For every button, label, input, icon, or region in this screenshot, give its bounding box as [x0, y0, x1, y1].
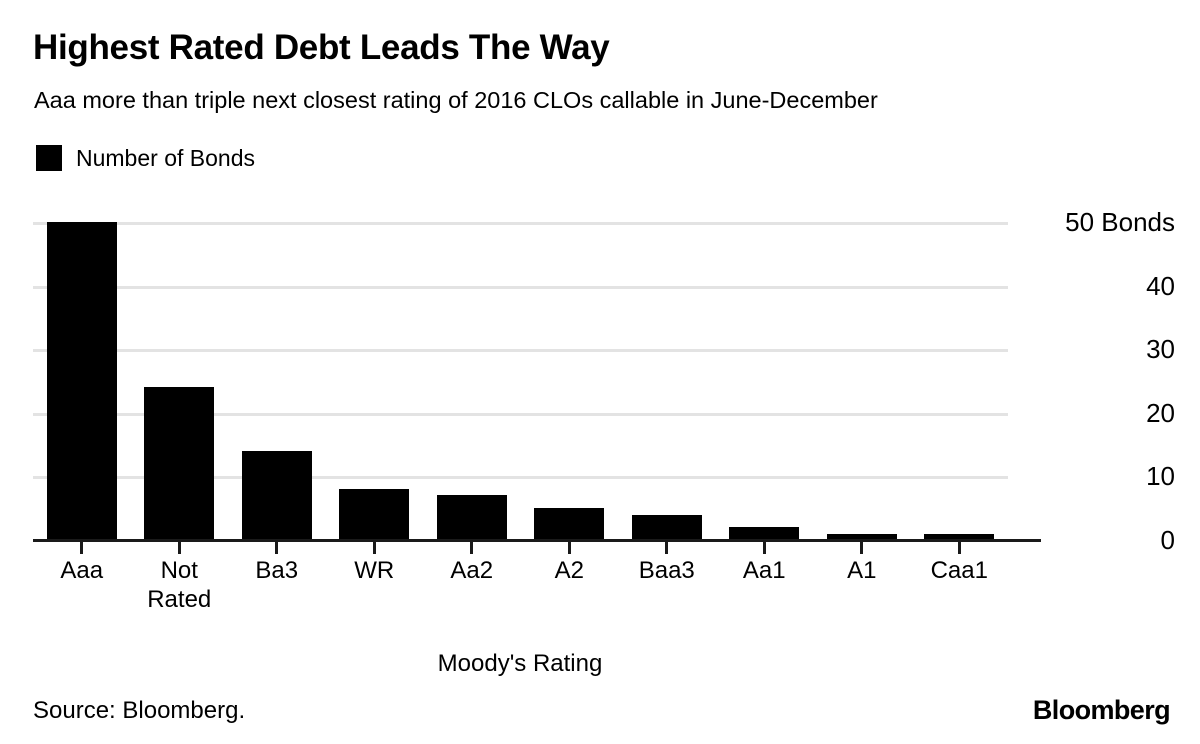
- bar-slot: [228, 222, 326, 540]
- bar-slot: [33, 222, 131, 540]
- y-axis-label-20: 20: [1146, 397, 1175, 428]
- gridline-10: [33, 476, 1008, 480]
- bar-slot: [326, 222, 424, 540]
- bar-slot: [521, 222, 619, 540]
- bar-aa2[interactable]: [436, 495, 507, 540]
- x-axis-label-aa2: Aa2: [423, 556, 521, 614]
- bar-caa1[interactable]: [924, 533, 995, 540]
- x-axis-tick: [665, 542, 669, 554]
- page-title: Highest Rated Debt Leads The Way: [33, 28, 610, 67]
- tick-slot: [521, 542, 619, 554]
- bar-slot: [716, 222, 814, 540]
- x-axis-label-line: Caa1: [930, 557, 988, 584]
- bar-slot: [131, 222, 229, 540]
- x-axis-label-ba3: Ba3: [228, 556, 326, 614]
- bar-slot: [813, 222, 911, 540]
- plot-area: [33, 222, 1008, 540]
- bar-series: [33, 222, 1008, 540]
- x-axis-label-line: WR: [354, 557, 395, 584]
- bar-wr[interactable]: [339, 489, 410, 540]
- x-axis-label-not-rated: Not Rated: [131, 556, 229, 614]
- x-axis-tick: [957, 542, 961, 554]
- x-axis-tick: [177, 542, 181, 554]
- x-axis-label-line: Aa2: [450, 557, 494, 584]
- x-axis-label-a2: A2: [521, 556, 619, 614]
- legend-label-number-of-bonds: Number of Bonds: [76, 145, 255, 171]
- bar-slot: [911, 222, 1009, 540]
- x-axis-tick: [470, 542, 474, 554]
- x-axis-label-wr: WR: [326, 556, 424, 614]
- tick-slot: [326, 542, 424, 554]
- y-axis-label-40: 40: [1146, 270, 1175, 301]
- x-axis-tick: [80, 542, 84, 554]
- x-axis-label-aaa: Aaa: [33, 556, 131, 614]
- tick-slot: [716, 542, 814, 554]
- x-axis-tick: [567, 542, 571, 554]
- y-axis-label-50: 50 Bonds: [1065, 207, 1175, 237]
- bloomberg-logo: Bloomberg: [1032, 695, 1171, 725]
- tick-slot: [131, 542, 229, 554]
- source-note: Source: Bloomberg.: [33, 697, 246, 724]
- page-subtitle: Aaa more than triple next closest rating…: [34, 87, 878, 113]
- x-axis-tick: [275, 542, 279, 554]
- bar-slot: [618, 222, 716, 540]
- tick-slot: [618, 542, 716, 554]
- x-axis-tick: [762, 542, 766, 554]
- bar-aaa[interactable]: [46, 222, 117, 540]
- x-axis-title: Moody's Rating: [437, 650, 603, 677]
- gridline-40: [33, 285, 1008, 289]
- x-axis-label-line: Not: [160, 557, 198, 584]
- bar-not-rated[interactable]: [144, 387, 215, 540]
- y-axis-label-30: 30: [1146, 334, 1175, 365]
- bar-a2[interactable]: [534, 508, 605, 540]
- chart-legend: Number of Bonds: [36, 145, 255, 171]
- tick-slot: [813, 542, 911, 554]
- x-axis-label-line: Aaa: [60, 557, 104, 584]
- y-axis-label-10: 10: [1146, 461, 1175, 492]
- bar-slot: [423, 222, 521, 540]
- x-axis-line: [33, 539, 1041, 542]
- x-axis-label-line: Rated: [147, 586, 212, 613]
- tick-slot: [423, 542, 521, 554]
- x-axis-label-line: Baa3: [638, 557, 695, 584]
- gridlines: [33, 222, 1008, 540]
- tick-slot: [33, 542, 131, 554]
- tick-slot: [911, 542, 1009, 554]
- x-axis-label-a1: A1: [813, 556, 911, 614]
- gridline-20: [33, 412, 1008, 416]
- x-axis-tick: [860, 542, 864, 554]
- x-axis-label-line: Ba3: [255, 557, 299, 584]
- bar-aa1[interactable]: [729, 527, 800, 540]
- gridline-50: [33, 222, 1008, 225]
- x-axis-label-line: A2: [554, 557, 584, 584]
- x-axis-label-caa1: Caa1: [911, 556, 1009, 614]
- bar-ba3[interactable]: [241, 450, 312, 540]
- x-axis-label-line: A1: [847, 557, 877, 584]
- bar-a1[interactable]: [826, 533, 897, 540]
- x-axis-labels: Aaa Not Rated Ba3 WR Aa2 A2 Baa3 Aa1 A1 Caa1: [33, 556, 1008, 614]
- tick-slot: [228, 542, 326, 554]
- x-axis-label-aa1: Aa1: [716, 556, 814, 614]
- x-axis-label-line: Aa1: [742, 557, 786, 584]
- legend-swatch-number-of-bonds: [36, 145, 62, 171]
- y-axis-label-0: 0: [1160, 525, 1175, 555]
- gridline-30: [33, 349, 1008, 353]
- bar-baa3[interactable]: [631, 514, 702, 540]
- x-axis-label-baa3: Baa3: [618, 556, 716, 614]
- y-axis-labels: 0 10 20 30 40 50 Bonds: [1012, 0, 1187, 744]
- x-axis-ticks: [33, 542, 1008, 554]
- x-axis-tick: [372, 542, 376, 554]
